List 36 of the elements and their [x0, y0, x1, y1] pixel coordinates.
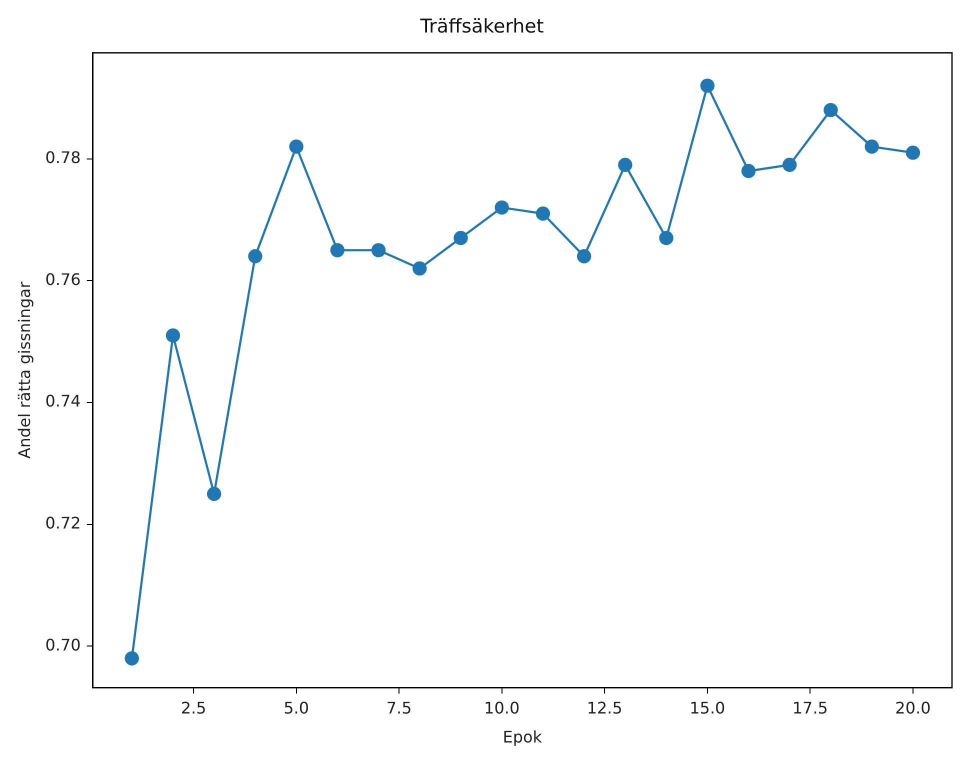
point: [824, 102, 838, 118]
point: [864, 140, 879, 154]
point: [494, 200, 509, 215]
x-tick-label: 5.0: [284, 698, 310, 718]
point: [248, 249, 262, 264]
point: [782, 158, 797, 172]
point: [206, 486, 222, 501]
x-tick-label: 7.5: [386, 698, 412, 718]
y-tick-label: 0.70: [45, 635, 81, 654]
y-tick-label: 0.72: [45, 513, 81, 532]
point: [700, 78, 715, 93]
x-tick-label: 15.0: [690, 698, 726, 718]
x-tick-label: 12.5: [586, 698, 622, 718]
point: [330, 243, 345, 258]
chart-title: Träffsäkerhet: [419, 15, 544, 38]
x-tick-label: 20.0: [895, 698, 931, 718]
point: [536, 206, 550, 221]
point: [289, 140, 304, 154]
point: [371, 243, 386, 258]
point: [906, 146, 920, 160]
point: [576, 249, 592, 264]
point: [412, 261, 427, 276]
point: [741, 164, 756, 178]
x-tick-label: 17.5: [792, 698, 828, 718]
point: [454, 230, 468, 246]
x-tick-label: 10.0: [484, 698, 520, 718]
point: [166, 328, 180, 343]
y-tick-label: 0.78: [45, 148, 81, 167]
x-tick-label: 2.5: [180, 698, 206, 718]
y-tick-label: 0.76: [45, 270, 81, 289]
y-axis-title: Andel rätta gissningar: [14, 281, 34, 459]
point: [618, 158, 632, 172]
y-tick-label: 0.74: [45, 392, 81, 411]
point: [124, 651, 139, 666]
point: [659, 230, 674, 246]
x-axis-title: Epok: [502, 728, 543, 747]
